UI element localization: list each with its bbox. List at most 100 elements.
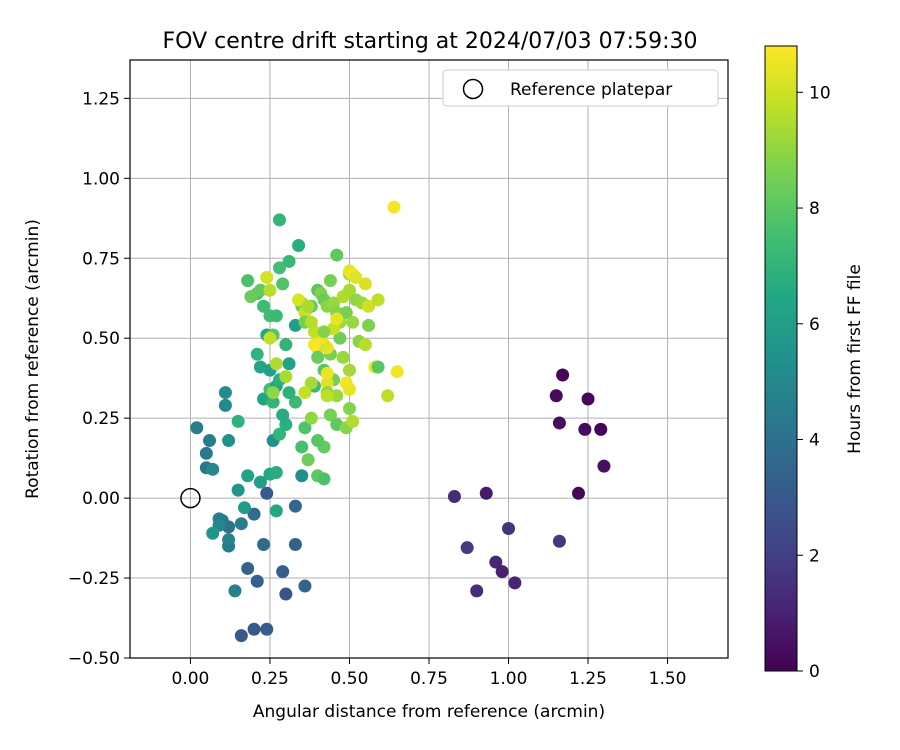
colorbar-tick-label: 6: [809, 315, 820, 335]
data-point: [362, 299, 376, 313]
data-point: [307, 338, 321, 352]
data-points: [190, 200, 611, 643]
data-point: [479, 486, 493, 500]
colorbar-gradient: [764, 45, 798, 672]
data-point: [339, 306, 353, 320]
data-point: [381, 389, 395, 403]
data-point: [190, 421, 204, 435]
data-point: [288, 537, 302, 551]
data-point: [358, 338, 372, 352]
chart-title: FOV centre drift starting at 2024/07/03 …: [163, 29, 698, 54]
data-point: [241, 274, 255, 288]
data-point: [257, 537, 271, 551]
data-point: [304, 411, 318, 425]
data-point: [549, 389, 563, 403]
y-tick-label: −0.50: [68, 649, 120, 669]
y-axis-ticks: −0.50 −0.25 0.00 0.25 0.50 0.75 1.00 1.25: [68, 89, 130, 669]
data-point: [346, 414, 360, 428]
data-point: [362, 318, 376, 332]
data-point: [234, 517, 248, 531]
data-point: [572, 486, 585, 500]
colorbar-tick-label: 10: [809, 83, 831, 103]
data-point: [241, 469, 255, 483]
data-point: [222, 533, 236, 547]
y-tick-label: −0.25: [68, 569, 120, 589]
x-axis-label: Angular distance from reference (arcmin): [253, 702, 605, 722]
data-point: [273, 427, 286, 441]
data-point: [263, 331, 277, 345]
y-tick-label: 1.25: [82, 89, 120, 109]
data-point: [269, 466, 283, 480]
data-point: [371, 293, 385, 307]
data-point: [330, 389, 344, 403]
data-point: [206, 526, 220, 540]
data-point: [495, 565, 509, 579]
data-point: [253, 475, 267, 489]
data-point: [273, 261, 286, 275]
data-point: [231, 483, 245, 497]
data-point: [295, 440, 309, 454]
data-point: [320, 376, 334, 390]
y-tick-label: 0.50: [82, 329, 120, 349]
data-point: [292, 238, 306, 252]
data-point: [342, 363, 356, 377]
data-point: [269, 309, 283, 323]
data-point: [301, 453, 315, 467]
data-point: [390, 365, 404, 379]
data-point: [288, 395, 302, 409]
data-point: [323, 274, 337, 288]
colorbar-ticks: 0 2 4 6 8 10: [797, 83, 831, 682]
legend-label: Reference platepar: [510, 80, 672, 100]
data-point: [342, 283, 356, 297]
data-point: [336, 350, 350, 364]
data-point: [266, 395, 280, 409]
data-point: [253, 283, 267, 297]
data-point: [257, 299, 271, 313]
y-axis-label: Rotation from reference (arcmin): [23, 219, 43, 499]
data-point: [320, 366, 334, 380]
data-point: [247, 507, 261, 521]
data-point: [260, 270, 274, 284]
legend-box: [442, 69, 719, 107]
reference-platepar-marker: [180, 487, 201, 509]
data-point: [298, 421, 312, 435]
data-point: [298, 386, 312, 400]
data-point: [502, 521, 516, 535]
data-point: [276, 565, 290, 579]
colorbar-tick-label: 4: [809, 431, 820, 451]
colorbar-tick-label: 2: [809, 546, 820, 566]
data-point: [320, 389, 334, 403]
data-point: [581, 392, 595, 406]
data-point: [298, 579, 312, 593]
data-point: [597, 459, 611, 473]
data-point: [247, 622, 261, 636]
x-tick-label: 1.50: [649, 669, 687, 689]
data-point: [489, 555, 503, 569]
data-point: [330, 248, 344, 262]
data-point: [508, 576, 522, 590]
data-point: [260, 486, 274, 500]
data-point: [218, 386, 232, 400]
y-tick-label: 0.25: [82, 409, 120, 429]
x-tick-label: 0.75: [410, 669, 448, 689]
data-point: [222, 434, 236, 448]
data-point: [203, 434, 217, 448]
data-point: [218, 398, 232, 412]
data-point: [317, 472, 331, 486]
data-point: [206, 462, 220, 476]
colorbar-tick-label: 0: [809, 662, 820, 682]
data-point: [282, 254, 296, 268]
data-point: [556, 368, 570, 382]
legend-marker-icon: [462, 78, 484, 100]
x-axis-ticks: 0.00 0.25 0.50 0.75 1.00 1.25 1.50: [172, 658, 687, 689]
data-point: [358, 277, 372, 291]
colorbar-label: Hours from first FF file: [845, 264, 865, 454]
x-tick-label: 0.50: [331, 669, 369, 689]
colorbar: 0 2 4 6 8 10 Hours from first FF file: [764, 45, 865, 682]
y-tick-label: 0.75: [82, 249, 120, 269]
data-point: [273, 213, 286, 227]
data-point: [241, 561, 255, 575]
data-point: [317, 325, 331, 339]
data-point: [199, 446, 213, 460]
